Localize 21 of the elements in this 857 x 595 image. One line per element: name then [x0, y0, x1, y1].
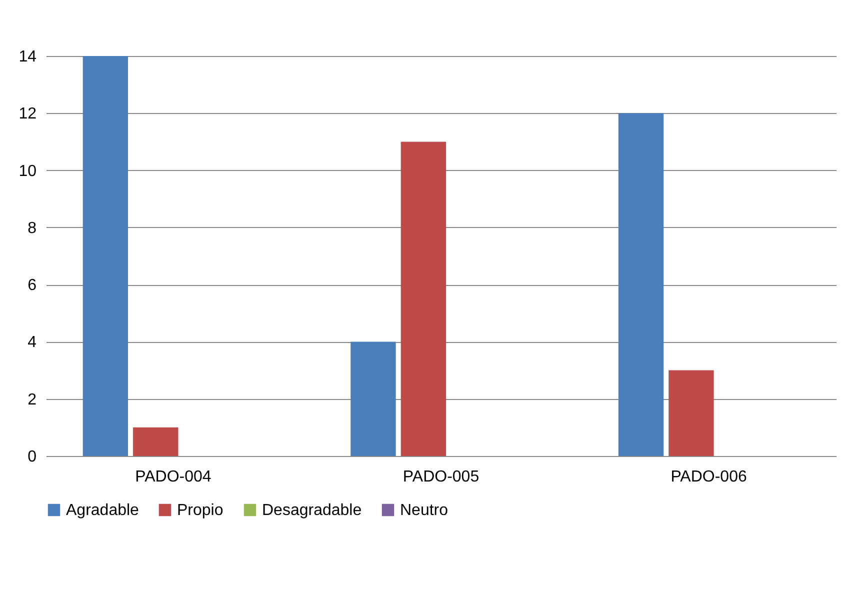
bar	[618, 113, 664, 456]
bar	[82, 56, 128, 456]
y-tick-label: 10	[18, 162, 37, 180]
y-tick-label: 8	[28, 220, 37, 237]
y-tick-label: 14	[18, 48, 37, 66]
y-tick-label: 0	[28, 448, 37, 466]
y-tick-label: 4	[28, 334, 37, 352]
legend-label: Agradable	[66, 502, 140, 519]
y-tick-label: 12	[18, 106, 37, 123]
x-tick-label: PADO-004	[135, 468, 212, 486]
bar	[350, 342, 396, 456]
legend-label: Propio	[177, 502, 224, 519]
legend-label: Neutro	[400, 502, 448, 519]
x-tick-label: PADO-006	[670, 468, 747, 486]
bar	[133, 427, 178, 456]
bar	[400, 142, 446, 456]
y-tick-label: 2	[28, 391, 37, 408]
legend-label: Desagradable	[262, 502, 362, 519]
x-tick-label: PADO-005	[402, 468, 480, 486]
y-tick-label: 6	[28, 277, 37, 294]
bar	[668, 370, 714, 456]
